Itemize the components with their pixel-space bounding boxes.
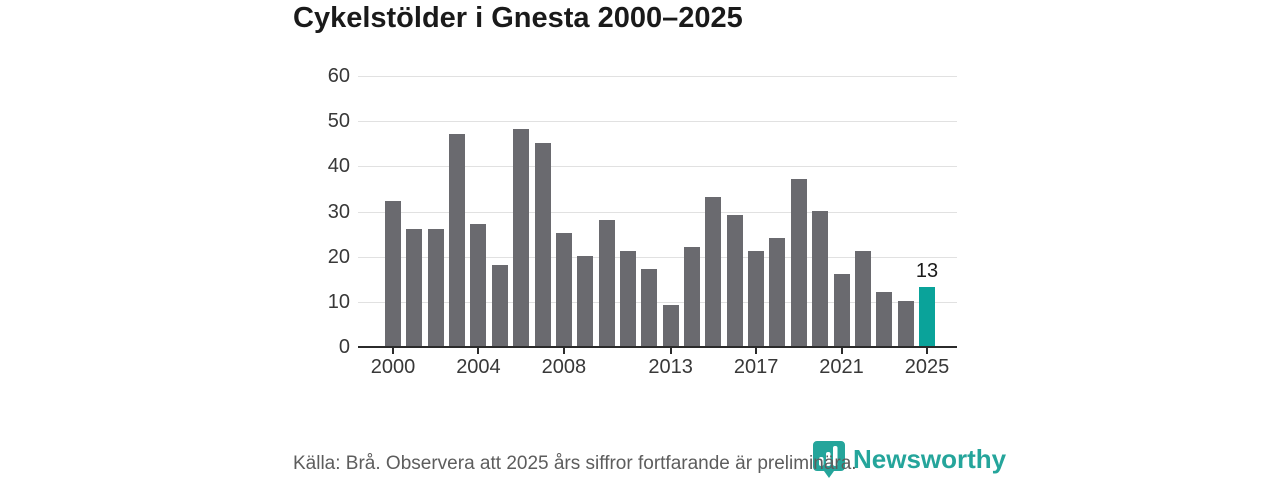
x-tick-label-2021: 2021 — [819, 356, 864, 378]
bar-2010 — [598, 219, 615, 346]
x-tick-mark — [392, 348, 394, 354]
x-tick-label-2017: 2017 — [733, 356, 779, 378]
y-tick-label: 0 — [338, 336, 350, 358]
y-tick-label: 30 — [327, 200, 350, 223]
bar-2017 — [748, 251, 765, 346]
bar-2025 — [918, 287, 935, 346]
bar-2018 — [769, 237, 786, 346]
bar-2015 — [705, 196, 722, 346]
bar-2000 — [385, 201, 401, 346]
x-tick-mark — [669, 348, 672, 354]
gridline — [358, 301, 957, 303]
bar-2020 — [812, 210, 829, 346]
bar-2004 — [470, 224, 487, 346]
x-tick-mark — [755, 348, 758, 354]
gridline — [358, 121, 957, 123]
bar-2019 — [790, 178, 807, 346]
x-tick-label-2013: 2013 — [648, 356, 693, 378]
gridline — [358, 76, 957, 77]
bar-2014 — [684, 246, 701, 346]
newsworthy-logo-text: Newsworthy — [853, 444, 1007, 474]
gridline — [358, 256, 957, 258]
bar-2012 — [641, 269, 658, 346]
y-tick-label: 10 — [327, 290, 350, 313]
bar-2011 — [619, 251, 636, 346]
source-caption: Källa: Brå. Observera att 2025 års siffr… — [293, 453, 857, 474]
bars-group — [385, 76, 935, 346]
x-axis-line — [358, 346, 957, 348]
y-tick-label: 20 — [327, 245, 350, 268]
bar-2021 — [833, 273, 850, 346]
newsworthy-logo: Newsworthy — [812, 440, 1006, 478]
x-tick-mark — [840, 348, 843, 354]
x-tick-mark — [926, 348, 928, 354]
bar-2006 — [513, 129, 530, 346]
x-tick-label-2025: 2025 — [904, 356, 950, 378]
bar-2013 — [662, 305, 679, 346]
bar-2024 — [897, 300, 914, 346]
bar-2023 — [876, 291, 893, 346]
bar-2016 — [726, 215, 743, 346]
bar-2009 — [577, 255, 594, 346]
y-tick-label: 40 — [327, 155, 350, 178]
bar-2002 — [427, 228, 444, 346]
newsworthy-logo-icon — [813, 441, 845, 478]
bar-2022 — [854, 251, 871, 346]
x-tick-label-2000: 2000 — [370, 356, 416, 378]
highlight-value-label: 13 — [915, 260, 939, 283]
y-tick-label: 60 — [327, 65, 350, 87]
gridline — [358, 166, 957, 168]
chart-title: Cykelstölder i Gnesta 2000–2025 — [293, 2, 743, 34]
bar-2001 — [406, 228, 423, 346]
bar-2007 — [534, 142, 551, 346]
bar-2005 — [491, 264, 508, 346]
gridline — [358, 211, 957, 213]
x-tick-label-2008: 2008 — [541, 356, 587, 378]
bar-2003 — [449, 133, 466, 346]
bar-2008 — [555, 233, 572, 346]
plot-area: 0 10 20 30 40 50 60 13 2000 2004 2008 2013 2017 202… — [328, 0, 957, 400]
x-tick-mark — [477, 348, 480, 354]
y-tick-label: 50 — [327, 110, 350, 133]
x-tick-mark — [562, 348, 565, 354]
x-tick-label-2004: 2004 — [456, 356, 501, 378]
